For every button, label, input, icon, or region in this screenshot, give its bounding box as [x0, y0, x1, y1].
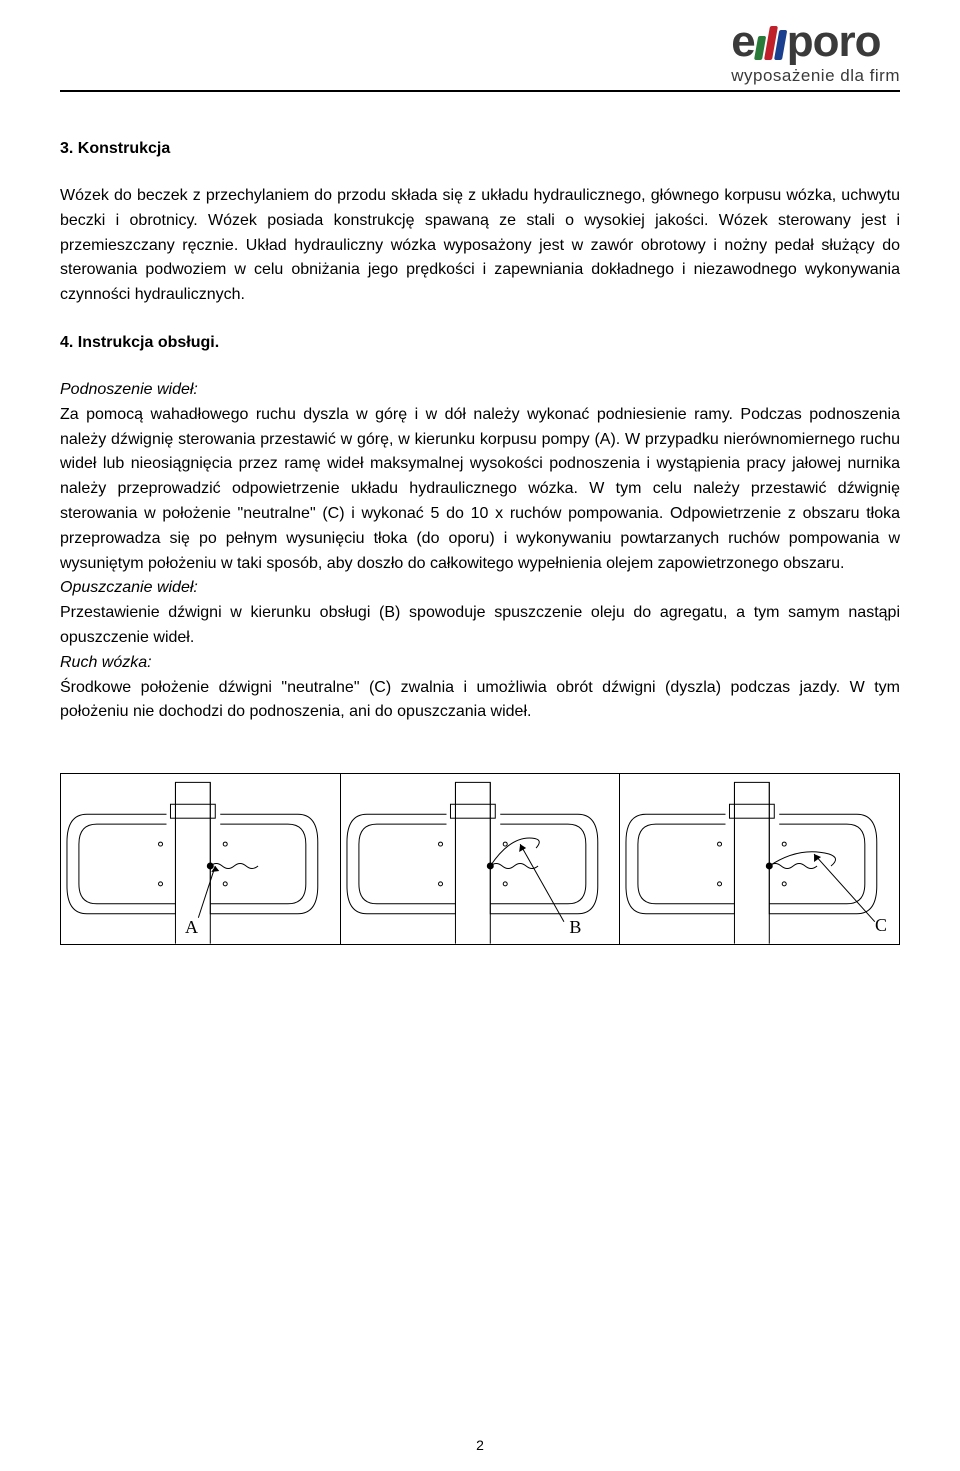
logo-tagline: wyposażenie dla firm [731, 66, 900, 86]
diagram-b: B [341, 774, 621, 944]
section-4-title: 4. Instrukcja obsługi. [60, 334, 900, 352]
section-3-body: Wózek do beczek z przechylaniem do przod… [60, 184, 900, 308]
logo-text-right: poro [787, 20, 881, 64]
page-header: e poro wyposażenie dla firm [60, 20, 900, 92]
diagram-label-a: A [185, 917, 198, 938]
section-3-title: 3. Konstrukcja [60, 140, 900, 158]
diagram-a: A [61, 774, 341, 944]
diagram-label-c: C [875, 915, 887, 936]
sub3-text: Środkowe położenie dźwigni "neutralne" (… [60, 679, 900, 721]
diagram-c: C [620, 774, 899, 944]
section-4-body: Podnoszenie wideł: Za pomocą wahadłowego… [60, 378, 900, 725]
sub1-title: Podnoszenie wideł: [60, 378, 900, 403]
page-number: 2 [476, 1437, 484, 1453]
logo-main: e poro [731, 20, 900, 64]
diagram-row: A B [60, 773, 900, 945]
sub1-text: Za pomocą wahadłowego ruchu dyszla w gór… [60, 406, 900, 572]
logo-bars-icon [754, 26, 788, 60]
sub2-title: Opuszczanie wideł: [60, 576, 900, 601]
logo-text-left: e [731, 20, 754, 64]
handle-diagram-icon [620, 774, 899, 944]
logo: e poro wyposażenie dla firm [731, 20, 900, 86]
handle-diagram-icon [61, 774, 340, 944]
sub2-text: Przestawienie dźwigni w kierunku obsługi… [60, 604, 900, 646]
diagram-label-b: B [569, 917, 581, 938]
sub3-title: Ruch wózka: [60, 651, 900, 676]
